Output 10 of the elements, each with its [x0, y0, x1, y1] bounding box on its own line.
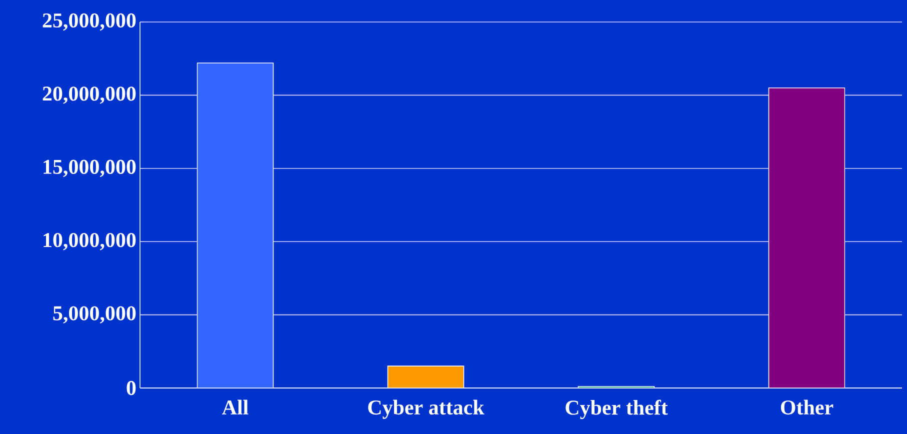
x-tick-label: Cyber theft: [566, 400, 668, 420]
y-tick-label: 0: [126, 380, 136, 396]
x-tick-label: Cyber attack: [368, 400, 484, 419]
x-tick-label: All: [222, 400, 248, 414]
y-tick-label: 25,000,000: [42, 13, 136, 31]
x-tick-label: Other: [780, 400, 834, 415]
y-tick-label: 15,000,000: [44, 160, 136, 178]
y-tick-label: 20,000,000: [42, 86, 136, 104]
y-tick-label: 10,000,000: [44, 233, 136, 250]
y-tick-label: 5,000,000: [53, 306, 136, 324]
